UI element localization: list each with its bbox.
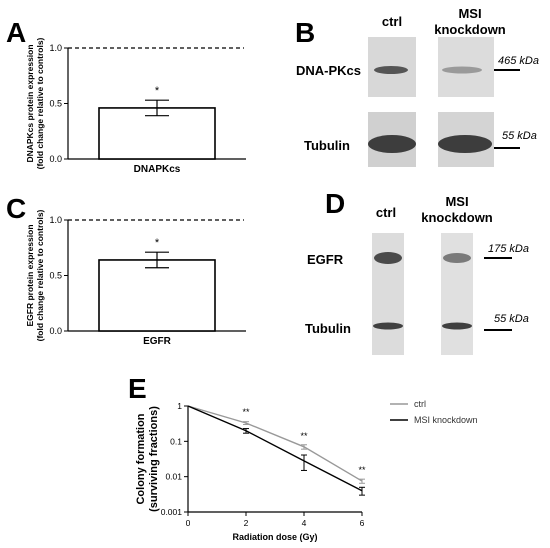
chart-e-y-label-1: Colony formation bbox=[135, 413, 147, 504]
chart-c-y-tick-label: 0.5 bbox=[49, 271, 62, 281]
chart-c-y-tick-label: 0.0 bbox=[49, 326, 62, 336]
panel-letter-c: C bbox=[6, 193, 26, 224]
chart-e-x-tick-label: 6 bbox=[360, 518, 365, 528]
band-egfr-ctrl bbox=[374, 252, 402, 264]
band-tubulin-b-msi bbox=[438, 135, 492, 153]
blot-d-row-label-2: Tubulin bbox=[305, 321, 351, 336]
chart-e: 0.001 0.01 0.1 1 0 2 4 6 Radiation dose (Gy) Colo… bbox=[135, 399, 478, 542]
blot-d-lane-msi-1: MSI bbox=[445, 194, 468, 209]
blot-b-row-label-2: Tubulin bbox=[304, 138, 350, 153]
blot-d-row-label-1: EGFR bbox=[307, 252, 344, 267]
chart-a-significance: * bbox=[155, 85, 160, 97]
chart-e-y-tick-label: 1 bbox=[177, 401, 182, 411]
blot-d-marker-1: 175 kDa bbox=[488, 243, 529, 255]
band-tubulin-d-msi bbox=[442, 322, 472, 330]
band-tubulin-d-ctrl bbox=[373, 322, 403, 330]
blot-b-lane-msi-2: knockdown bbox=[434, 22, 506, 37]
blot-d-strip-msi bbox=[441, 233, 473, 355]
blot-d-lane-ctrl: ctrl bbox=[376, 205, 396, 220]
chart-c-y-label-1: EGFR protein expression bbox=[25, 224, 35, 326]
blot-d-marker-2: 55 kDa bbox=[494, 313, 529, 325]
band-tubulin-b-ctrl bbox=[368, 135, 416, 153]
chart-e-x-tick-label: 2 bbox=[244, 518, 249, 528]
panel-letter-e: E bbox=[128, 373, 147, 404]
chart-e-significance: ** bbox=[358, 465, 366, 475]
blot-b: ctrl MSI knockdown DNA-PKcs Tubulin 465 … bbox=[296, 6, 539, 167]
chart-e-legend-label: ctrl bbox=[414, 399, 426, 409]
band-dnapkcs-ctrl bbox=[374, 66, 408, 74]
chart-e-y-tick-label: 0.1 bbox=[170, 436, 182, 446]
chart-a-y-tick-label: 0.0 bbox=[49, 154, 62, 164]
chart-c-significance: * bbox=[155, 237, 160, 249]
chart-c-category-label: EGFR bbox=[143, 336, 172, 347]
panel-letter-a: A bbox=[6, 17, 26, 48]
panel-letter-d: D bbox=[325, 188, 345, 219]
chart-e-series-line-1 bbox=[187, 405, 363, 482]
band-dnapkcs-msi bbox=[442, 66, 482, 74]
chart-e-x-tick-label: 0 bbox=[186, 518, 191, 528]
band-egfr-msi bbox=[443, 253, 471, 263]
chart-a: 0.0 0.5 1.0 * DNAPKcs DNAPKcs protein express… bbox=[25, 37, 246, 175]
chart-e-x-label: Radiation dose (Gy) bbox=[232, 532, 317, 542]
blot-b-marker-2: 55 kDa bbox=[502, 130, 537, 142]
chart-a-y-label-1: DNAPKcs protein expression bbox=[25, 44, 35, 162]
chart-a-category-label: DNAPKcs bbox=[134, 164, 181, 175]
blot-b-row-label-1: DNA-PKcs bbox=[296, 63, 361, 78]
blot-d-lane-msi-2: knockdown bbox=[421, 210, 493, 225]
chart-e-significance: ** bbox=[300, 431, 308, 441]
chart-e-series-line-2 bbox=[187, 405, 363, 492]
blot-b-lane-ctrl: ctrl bbox=[382, 14, 402, 29]
blot-b-lane-msi-1: MSI bbox=[458, 6, 481, 21]
chart-c-y-tick-label: 1.0 bbox=[49, 215, 62, 225]
chart-c: 0.0 0.5 1.0 * EGFR EGFR protein expression (fo… bbox=[25, 209, 246, 347]
chart-a-y-label-2: (fold change relative to controls) bbox=[35, 37, 45, 169]
blot-b-marker-1: 465 kDa bbox=[498, 55, 539, 67]
chart-e-y-label-2: (surviving fractions) bbox=[148, 406, 160, 512]
blot-d: ctrl MSI knockdown EGFR Tubulin 175 kDa … bbox=[305, 194, 529, 355]
chart-e-y-tick-label: 0.001 bbox=[161, 507, 183, 517]
chart-e-legend-label: MSI knockdown bbox=[414, 415, 478, 425]
chart-a-bar bbox=[98, 107, 216, 160]
chart-c-bar bbox=[98, 259, 216, 332]
blot-d-strip-ctrl bbox=[372, 233, 404, 355]
chart-a-y-tick-label: 0.5 bbox=[49, 99, 62, 109]
chart-c-y-label-2: (fold change relative to controls) bbox=[35, 209, 45, 341]
chart-e-x-tick-label: 4 bbox=[302, 518, 307, 528]
chart-e-y-tick-label: 0.01 bbox=[165, 472, 182, 482]
chart-a-y-tick-label: 1.0 bbox=[49, 43, 62, 53]
panel-letter-b: B bbox=[295, 17, 315, 48]
chart-e-significance: ** bbox=[242, 407, 250, 417]
